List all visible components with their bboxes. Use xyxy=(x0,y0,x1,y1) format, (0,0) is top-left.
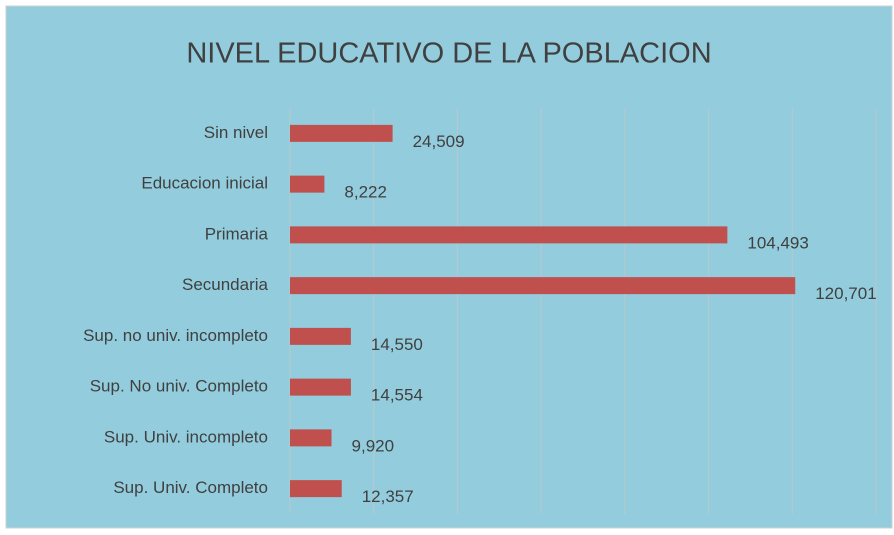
bar xyxy=(290,175,325,193)
y-tick-label: Sin nivel xyxy=(204,123,268,142)
bar xyxy=(290,226,728,244)
y-tick-label: Sup. Univ. Completo xyxy=(113,478,268,497)
bar xyxy=(290,378,351,396)
value-label: 24,509 xyxy=(413,132,465,151)
chart-title: NIVEL EDUCATIVO DE LA POBLACION xyxy=(186,38,711,70)
value-label: 8,222 xyxy=(344,183,387,202)
value-label: 14,550 xyxy=(371,335,423,354)
value-label: 14,554 xyxy=(371,386,423,405)
y-tick-label: Primaria xyxy=(205,224,269,243)
value-label: 9,920 xyxy=(352,436,395,455)
bar xyxy=(290,277,796,295)
chart-background xyxy=(5,5,893,529)
y-tick-label: Sup. no univ. incompleto xyxy=(83,326,268,345)
y-tick-label: Sup. No univ. Completo xyxy=(90,377,268,396)
bar xyxy=(290,429,332,447)
y-tick-label: Educacion inicial xyxy=(141,174,268,193)
y-tick-label: Sup. Univ. incompleto xyxy=(104,427,268,446)
value-label: 12,357 xyxy=(362,487,414,506)
value-label: 104,493 xyxy=(747,233,808,252)
y-tick-label: Secundaria xyxy=(182,275,269,294)
bar xyxy=(290,124,393,142)
bar xyxy=(290,480,342,498)
bar xyxy=(290,327,351,345)
value-label: 120,701 xyxy=(815,284,876,303)
